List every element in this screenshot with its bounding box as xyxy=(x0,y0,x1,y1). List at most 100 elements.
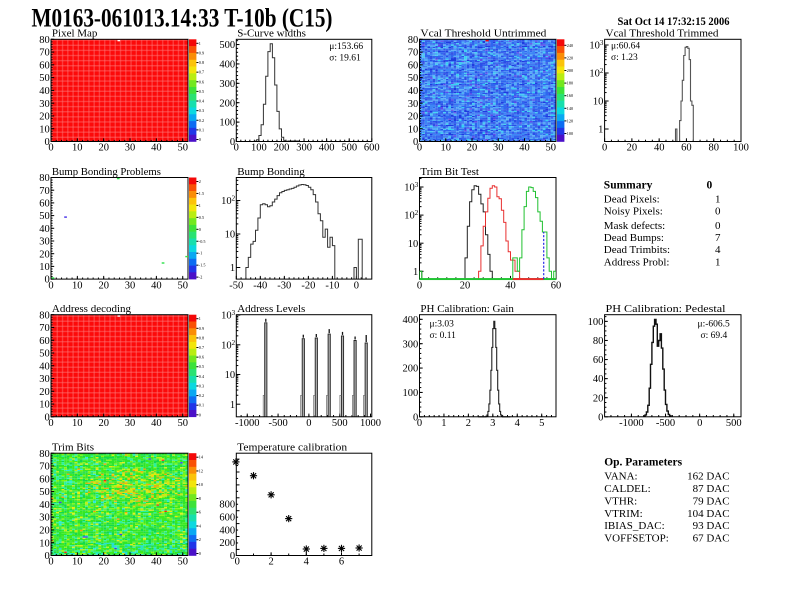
svg-text:0.1: 0.1 xyxy=(199,403,204,408)
svg-text:10: 10 xyxy=(72,418,83,429)
svg-text:20: 20 xyxy=(98,143,109,154)
svg-text:180: 180 xyxy=(567,81,573,86)
svg-text:0.4: 0.4 xyxy=(199,99,205,104)
svg-text:87 DAC: 87 DAC xyxy=(693,483,730,495)
svg-text:σ: 1.23: σ: 1.23 xyxy=(611,53,638,63)
svg-text:100: 100 xyxy=(251,143,267,154)
svg-text:0: 0 xyxy=(413,137,418,148)
svg-text:Vcal Threshold Trimmed: Vcal Threshold Trimmed xyxy=(606,28,720,40)
svg-text:20: 20 xyxy=(467,143,478,154)
svg-text:70: 70 xyxy=(408,48,419,59)
svg-text:10: 10 xyxy=(39,400,50,411)
svg-text:Address Levels: Address Levels xyxy=(237,303,305,315)
svg-text:20: 20 xyxy=(39,249,50,260)
svg-text:40: 40 xyxy=(39,361,50,372)
svg-text:7: 7 xyxy=(715,232,721,244)
svg-text:400: 400 xyxy=(219,525,235,536)
svg-text:800: 800 xyxy=(219,500,235,511)
svg-text:50: 50 xyxy=(177,143,188,154)
svg-text:0: 0 xyxy=(48,557,53,568)
svg-text:0.3: 0.3 xyxy=(199,108,204,113)
svg-text:Vcal Threshold Untrimmed: Vcal Threshold Untrimmed xyxy=(420,28,547,40)
svg-text:0: 0 xyxy=(45,275,50,286)
svg-text:5: 5 xyxy=(539,418,544,429)
svg-text:0.1: 0.1 xyxy=(199,127,204,132)
svg-text:500: 500 xyxy=(341,143,357,154)
svg-text:0: 0 xyxy=(234,143,239,154)
svg-text:3: 3 xyxy=(490,418,495,429)
svg-text:100: 100 xyxy=(219,118,235,129)
svg-text:1: 1 xyxy=(230,263,235,274)
svg-text:60: 60 xyxy=(39,60,50,71)
svg-text:-1000: -1000 xyxy=(619,418,644,429)
svg-text:30: 30 xyxy=(125,143,136,154)
svg-text:60: 60 xyxy=(39,474,50,485)
svg-text:0: 0 xyxy=(45,137,50,148)
svg-text:40: 40 xyxy=(654,143,665,154)
svg-text:0: 0 xyxy=(417,280,422,291)
svg-text:1: 1 xyxy=(230,400,235,411)
svg-text:60: 60 xyxy=(593,355,604,366)
svg-text:0.8: 0.8 xyxy=(199,335,204,340)
svg-text:0: 0 xyxy=(354,280,359,291)
svg-text:-1000: -1000 xyxy=(235,418,260,429)
svg-text:70: 70 xyxy=(39,48,50,59)
svg-text:-2: -2 xyxy=(199,275,203,280)
svg-text:103: 103 xyxy=(404,181,419,194)
svg-text:400: 400 xyxy=(219,60,235,71)
svg-text:20: 20 xyxy=(98,280,109,291)
svg-text:M0163-061013.14:33 T-10b (C15): M0163-061013.14:33 T-10b (C15) xyxy=(32,3,333,32)
svg-text:0.6: 0.6 xyxy=(199,355,204,360)
svg-text:PH Calibration: Pedestal: PH Calibration: Pedestal xyxy=(606,303,726,315)
svg-text:80: 80 xyxy=(39,35,50,46)
svg-text:102: 102 xyxy=(221,339,236,352)
svg-text:0: 0 xyxy=(715,206,721,218)
svg-text:50: 50 xyxy=(546,143,557,154)
svg-text:6: 6 xyxy=(339,557,344,568)
svg-text:10: 10 xyxy=(39,262,50,273)
svg-text:80: 80 xyxy=(593,336,604,347)
svg-text:162 DAC: 162 DAC xyxy=(687,470,729,482)
svg-text:CALDEL:: CALDEL: xyxy=(604,483,650,495)
svg-text:0.9: 0.9 xyxy=(199,50,204,55)
svg-text:0: 0 xyxy=(417,418,422,429)
svg-text:0: 0 xyxy=(235,557,240,568)
svg-text:Pixel Map: Pixel Map xyxy=(52,28,98,40)
svg-text:100: 100 xyxy=(733,143,749,154)
svg-text:30: 30 xyxy=(39,237,50,248)
svg-text:10: 10 xyxy=(408,124,419,135)
svg-text:μ:-606.5: μ:-606.5 xyxy=(698,319,731,329)
svg-text:20: 20 xyxy=(98,418,109,429)
svg-text:40: 40 xyxy=(151,280,162,291)
svg-text:4: 4 xyxy=(304,557,310,568)
svg-text:70: 70 xyxy=(39,462,50,473)
svg-text:σ: 19.61: σ: 19.61 xyxy=(329,54,361,64)
svg-text:Noisy Pixels:: Noisy Pixels: xyxy=(604,206,663,218)
svg-text:300: 300 xyxy=(219,79,235,90)
svg-text:600: 600 xyxy=(364,143,380,154)
svg-text:0.2: 0.2 xyxy=(199,118,204,123)
svg-text:σ: 0.11: σ: 0.11 xyxy=(430,331,457,341)
svg-text:Address Probl:: Address Probl: xyxy=(604,257,670,269)
svg-text:102: 102 xyxy=(221,195,236,208)
svg-text:30: 30 xyxy=(125,557,136,568)
svg-text:80: 80 xyxy=(708,143,719,154)
svg-text:20: 20 xyxy=(39,112,50,123)
svg-text:0.5: 0.5 xyxy=(199,364,204,369)
svg-text:79 DAC: 79 DAC xyxy=(693,496,730,508)
svg-text:80: 80 xyxy=(408,35,419,46)
svg-text:200: 200 xyxy=(219,538,235,549)
svg-text:0.7: 0.7 xyxy=(199,345,204,350)
svg-text:-10: -10 xyxy=(325,280,339,291)
svg-text:0: 0 xyxy=(417,143,422,154)
svg-text:30: 30 xyxy=(39,99,50,110)
svg-text:0: 0 xyxy=(230,551,235,562)
svg-text:10: 10 xyxy=(39,124,50,135)
svg-text:100: 100 xyxy=(567,131,573,136)
svg-text:0: 0 xyxy=(707,180,713,192)
svg-text:40: 40 xyxy=(39,500,50,511)
svg-text:100: 100 xyxy=(403,388,419,399)
svg-text:12: 12 xyxy=(199,469,203,474)
svg-text:40: 40 xyxy=(519,143,530,154)
svg-text:60: 60 xyxy=(681,143,692,154)
